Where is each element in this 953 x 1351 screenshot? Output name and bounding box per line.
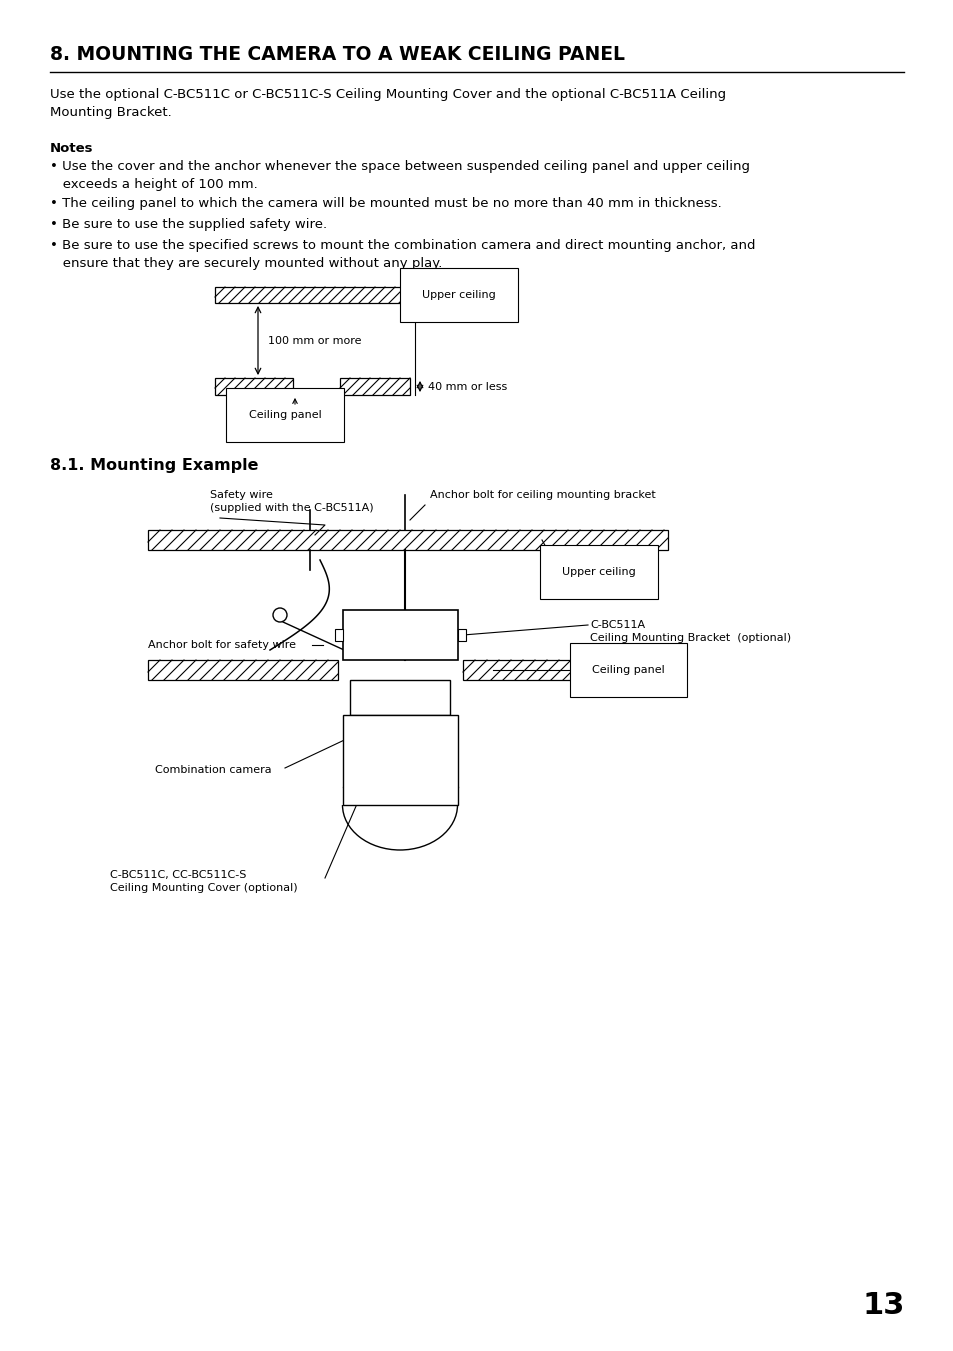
Text: 8.1. Mounting Example: 8.1. Mounting Example <box>50 458 258 473</box>
Bar <box>350 680 450 715</box>
Bar <box>148 661 337 680</box>
Text: • Be sure to use the supplied safety wire.: • Be sure to use the supplied safety wir… <box>50 218 327 231</box>
Text: Combination camera: Combination camera <box>154 765 272 775</box>
Text: Upper ceiling: Upper ceiling <box>421 290 496 300</box>
Text: Upper ceiling: Upper ceiling <box>561 567 635 577</box>
Text: C-BC511C, CC-BC511C-S
Ceiling Mounting Cover (optional): C-BC511C, CC-BC511C-S Ceiling Mounting C… <box>110 870 297 893</box>
Bar <box>462 661 667 680</box>
Text: Notes: Notes <box>50 142 93 155</box>
Text: Use the optional C-BC511C or C-BC511C-S Ceiling Mounting Cover and the optional : Use the optional C-BC511C or C-BC511C-S … <box>50 88 725 119</box>
Bar <box>343 715 457 805</box>
Bar <box>214 286 410 303</box>
Text: 8. MOUNTING THE CAMERA TO A WEAK CEILING PANEL: 8. MOUNTING THE CAMERA TO A WEAK CEILING… <box>50 45 624 63</box>
Text: 100 mm or more: 100 mm or more <box>268 335 361 346</box>
Text: • The ceiling panel to which the camera will be mounted must be no more than 40 : • The ceiling panel to which the camera … <box>50 197 721 209</box>
Text: C-BC511A
Ceiling Mounting Bracket  (optional): C-BC511A Ceiling Mounting Bracket (optio… <box>589 620 790 643</box>
Bar <box>339 378 410 394</box>
Text: Ceiling panel: Ceiling panel <box>249 409 321 420</box>
Text: Anchor bolt for ceiling mounting bracket: Anchor bolt for ceiling mounting bracket <box>430 490 655 500</box>
Text: Ceiling panel: Ceiling panel <box>592 665 664 676</box>
Text: 40 mm or less: 40 mm or less <box>428 381 507 392</box>
Text: • Use the cover and the anchor whenever the space between suspended ceiling pane: • Use the cover and the anchor whenever … <box>50 159 749 190</box>
Text: Safety wire
(supplied with the C-BC511A): Safety wire (supplied with the C-BC511A) <box>210 490 374 513</box>
Bar <box>457 630 465 640</box>
Bar <box>343 611 457 661</box>
Text: Anchor bolt for safety wire: Anchor bolt for safety wire <box>148 640 295 650</box>
Text: 13: 13 <box>862 1292 904 1320</box>
Bar <box>214 378 293 394</box>
Bar <box>335 630 343 640</box>
Text: • Be sure to use the specified screws to mount the combination camera and direct: • Be sure to use the specified screws to… <box>50 239 755 270</box>
Bar <box>148 530 667 550</box>
